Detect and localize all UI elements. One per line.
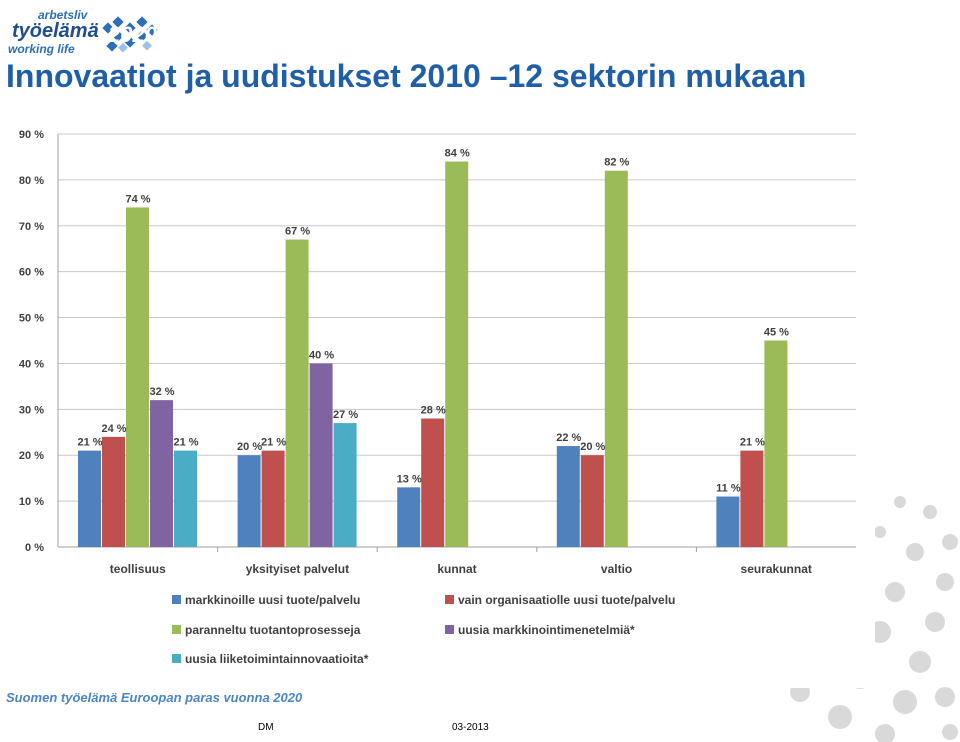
bars [78, 161, 788, 547]
bar [764, 340, 788, 547]
logo-line-arbetsliv: arbetsliv [38, 8, 88, 22]
x-category-label: seurakunnat [741, 562, 812, 576]
bar-value-label: 21 % [740, 437, 765, 449]
x-axis-labels: teollisuus yksityiset palvelut kunnat valti… [110, 562, 812, 576]
page-title: Innovaatiot ja uudistukset 2010 –12 sekt… [6, 58, 807, 94]
bar [174, 450, 197, 547]
legend: markkinoille uusi tuote/palvelu vain orga… [172, 593, 675, 666]
bar [421, 418, 445, 547]
bar [126, 207, 149, 547]
x-category-label: kunnat [437, 562, 476, 576]
y-tick-label: 30 % [19, 404, 44, 416]
footer-date: 03-2013 [452, 722, 489, 733]
y-tick-label: 80 % [19, 175, 44, 187]
bar [333, 423, 357, 547]
logo-line-working-life: working life [8, 42, 75, 56]
legend-label: uusia liiketoimintainnovaatioita* [185, 652, 369, 666]
x-category-label: teollisuus [110, 562, 166, 576]
bar [309, 363, 333, 547]
y-tick-label: 50 % [19, 313, 44, 325]
legend-swatch [445, 595, 454, 604]
y-tick-label: 20 % [19, 450, 44, 462]
bar-value-label: 20 % [237, 441, 262, 453]
bar-value-label: 27 % [333, 409, 358, 421]
legend-swatch [172, 625, 181, 634]
y-tick-label: 0 % [25, 542, 44, 554]
y-tick-label: 40 % [19, 358, 44, 370]
legend-label: vain organisaatiolle uusi tuote/palvelu [458, 593, 675, 607]
bar [102, 436, 125, 547]
legend-swatch [172, 595, 181, 604]
bar-value-label: 21 % [77, 437, 102, 449]
y-tick-label: 70 % [19, 221, 44, 233]
bar-value-label: 82 % [604, 157, 629, 169]
y-axis: 0 % 10 % 20 % 30 % 40 % 50 % 60 % 70 % 80 % 90 % [19, 129, 44, 554]
logo-year: 2020 [108, 22, 157, 47]
bar [237, 455, 261, 547]
logo-mosaic-icon [102, 16, 158, 53]
x-category-label: yksityiset palvelut [246, 562, 349, 576]
y-tick-label: 60 % [19, 267, 44, 279]
legend-label: markkinoille uusi tuote/palvelu [185, 593, 360, 607]
chart-panel: 0 % 10 % 20 % 30 % 40 % 50 % 60 % 70 % 80 % 90 % … [0, 116, 875, 688]
bar [285, 239, 309, 547]
bar-value-label: 28 % [421, 405, 446, 417]
bar-value-label: 20 % [580, 441, 605, 453]
logo-line-tyoelama: työelämä [12, 20, 99, 42]
bar-value-label: 40 % [309, 349, 334, 361]
footer-slogan: Suomen työelämä Euroopan paras vuonna 20… [6, 690, 303, 705]
bar-value-label: 45 % [764, 327, 789, 339]
bar [397, 487, 421, 547]
bar-value-label: 21 % [261, 437, 286, 449]
legend-label: paranneltu tuotantoprosesseja [185, 623, 361, 637]
bar [445, 161, 469, 547]
bar-value-label: 21 % [173, 437, 198, 449]
logo-year-badge: 2020 [100, 16, 162, 56]
bar-chart: 0 %10 %20 %30 %40 %50 %60 %70 %80 %90 % … [19, 129, 856, 666]
bar [556, 446, 580, 547]
legend-swatch [172, 654, 181, 663]
legend-label: uusia markkinointimenetelmiä* [458, 623, 635, 637]
bar [716, 496, 740, 547]
bar-value-label: 13 % [397, 473, 422, 485]
bar-value-label: 24 % [101, 423, 126, 435]
bar-value-label: 32 % [149, 386, 174, 398]
bar-value-label: 74 % [125, 193, 150, 205]
bar [604, 170, 628, 547]
bar-value-labels: 21 %24 %74 %32 %21 % 20 %21 %67 %40 %27 %… [77, 148, 789, 495]
y-tick-label: 90 % [19, 129, 44, 141]
bar [740, 450, 764, 547]
bar-value-label: 11 % [716, 483, 741, 495]
bar [150, 400, 173, 547]
x-category-label: valtio [601, 562, 632, 576]
logo: arbetsliv työelämä working life 2020 [6, 2, 166, 58]
bar [261, 450, 285, 547]
footer-author: DM [258, 722, 274, 733]
bar-value-label: 67 % [285, 226, 310, 238]
y-tick-label: 10 % [19, 496, 44, 508]
bar-value-label: 84 % [445, 148, 470, 160]
bar [78, 450, 101, 547]
bar [580, 455, 604, 547]
legend-swatch [445, 625, 454, 634]
bar-value-label: 22 % [556, 432, 581, 444]
